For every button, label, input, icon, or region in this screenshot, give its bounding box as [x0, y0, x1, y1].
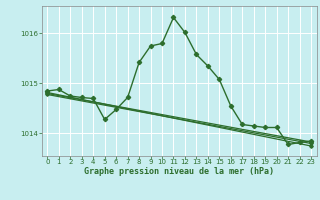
X-axis label: Graphe pression niveau de la mer (hPa): Graphe pression niveau de la mer (hPa)	[84, 167, 274, 176]
